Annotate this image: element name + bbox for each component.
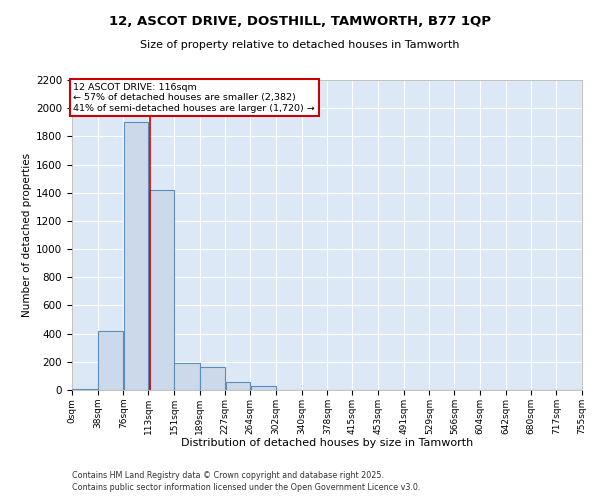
X-axis label: Distribution of detached houses by size in Tamworth: Distribution of detached houses by size … — [181, 438, 473, 448]
Text: Contains public sector information licensed under the Open Government Licence v3: Contains public sector information licen… — [72, 484, 421, 492]
Y-axis label: Number of detached properties: Number of detached properties — [22, 153, 32, 317]
Bar — [226, 382, 250, 390]
Bar — [149, 190, 174, 390]
Text: 12 ASCOT DRIVE: 116sqm
← 57% of detached houses are smaller (2,382)
41% of semi-: 12 ASCOT DRIVE: 116sqm ← 57% of detached… — [73, 83, 315, 112]
Bar — [251, 386, 276, 390]
Bar — [124, 122, 148, 390]
Bar — [174, 362, 199, 390]
Text: Size of property relative to detached houses in Tamworth: Size of property relative to detached ho… — [140, 40, 460, 50]
Bar — [200, 367, 225, 390]
Text: Contains HM Land Registry data © Crown copyright and database right 2025.: Contains HM Land Registry data © Crown c… — [72, 471, 384, 480]
Bar — [98, 331, 123, 390]
Bar — [72, 389, 97, 390]
Text: 12, ASCOT DRIVE, DOSTHILL, TAMWORTH, B77 1QP: 12, ASCOT DRIVE, DOSTHILL, TAMWORTH, B77… — [109, 15, 491, 28]
